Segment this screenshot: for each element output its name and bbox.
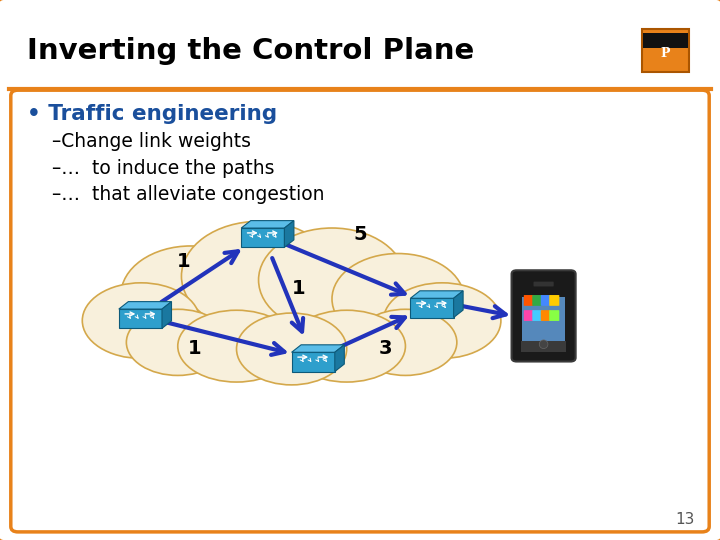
FancyBboxPatch shape [524,310,534,321]
FancyBboxPatch shape [11,90,709,532]
Text: P: P [660,47,670,60]
Polygon shape [284,221,294,247]
Polygon shape [292,345,344,352]
Ellipse shape [236,313,347,385]
Ellipse shape [354,309,457,375]
Ellipse shape [145,287,438,367]
FancyBboxPatch shape [541,295,551,306]
Polygon shape [241,221,294,228]
Polygon shape [292,352,335,372]
Text: 1: 1 [188,339,201,358]
Text: • Traffic engineering: • Traffic engineering [27,104,277,125]
Polygon shape [119,302,171,309]
Ellipse shape [383,283,501,359]
Ellipse shape [121,246,261,345]
Polygon shape [410,298,454,318]
Ellipse shape [288,310,405,382]
FancyBboxPatch shape [534,282,554,286]
Text: 5: 5 [354,225,366,245]
FancyBboxPatch shape [642,29,689,72]
FancyBboxPatch shape [532,310,542,321]
Ellipse shape [127,309,229,375]
Text: –…  that alleviate congestion: –… that alleviate congestion [52,185,324,204]
Polygon shape [241,228,284,247]
Polygon shape [162,302,171,328]
Ellipse shape [258,228,405,332]
Text: Inverting the Control Plane: Inverting the Control Plane [27,37,474,65]
Text: 3: 3 [379,339,392,358]
Text: –…  to induce the paths: –… to induce the paths [52,159,274,178]
Text: –Change link weights: –Change link weights [52,132,251,151]
FancyBboxPatch shape [549,295,559,306]
Ellipse shape [332,253,464,345]
Ellipse shape [82,283,200,359]
Polygon shape [119,309,162,328]
FancyBboxPatch shape [643,32,688,48]
Ellipse shape [178,310,295,382]
FancyBboxPatch shape [523,296,565,343]
FancyBboxPatch shape [524,295,534,306]
Text: 1: 1 [177,252,190,272]
FancyBboxPatch shape [511,271,576,362]
Polygon shape [454,291,463,318]
Text: 13: 13 [675,512,695,527]
Ellipse shape [181,221,336,331]
FancyBboxPatch shape [549,310,559,321]
Ellipse shape [539,340,548,349]
FancyBboxPatch shape [521,341,566,353]
Text: 1: 1 [292,279,305,299]
FancyBboxPatch shape [532,295,542,306]
Polygon shape [410,291,463,298]
Polygon shape [335,345,344,372]
FancyBboxPatch shape [541,310,551,321]
